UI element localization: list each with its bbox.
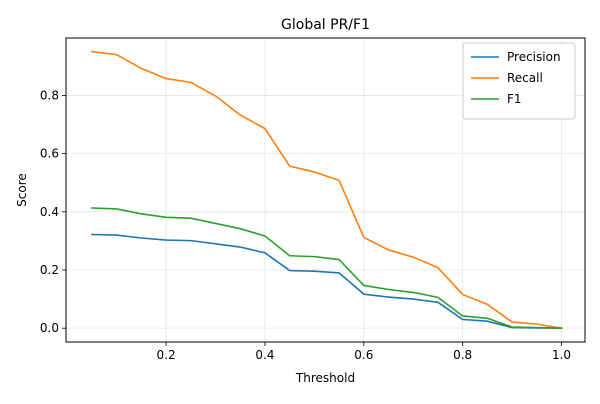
- series-line-recall: [91, 50, 563, 330]
- plot-frame: [65, 37, 586, 343]
- x-tick-label: 0.4: [255, 348, 274, 362]
- y-tick-label: 0.8: [40, 88, 59, 102]
- x-tick-label: 0.8: [453, 348, 472, 362]
- x-axis-label: Threshold: [295, 371, 355, 385]
- x-tick-label: 0.6: [354, 348, 373, 362]
- legend: Precision Recall F1: [462, 42, 576, 120]
- chart-title: Global PR/F1: [281, 17, 370, 33]
- x-tick-label: 0.2: [157, 348, 176, 362]
- series-lines: [91, 50, 563, 330]
- y-tick-label: 0.0: [40, 321, 59, 335]
- ticks: 0.2 0.4 0.6 0.8 1.0 0.0 0.2 0.4 0.6 0.8: [40, 88, 571, 362]
- series-line-f1: [91, 207, 563, 329]
- series-line-precision: [91, 233, 563, 329]
- y-tick-label: 0.2: [40, 263, 59, 277]
- y-axis-label: Score: [15, 173, 29, 207]
- x-tick-label: 1.0: [552, 348, 571, 362]
- legend-label-recall: Recall: [507, 71, 543, 85]
- y-tick-label: 0.6: [40, 147, 59, 161]
- legend-box: [462, 42, 576, 120]
- y-tick-label: 0.4: [40, 205, 59, 219]
- legend-label-f1: F1: [507, 92, 522, 106]
- legend-label-precision: Precision: [507, 50, 561, 64]
